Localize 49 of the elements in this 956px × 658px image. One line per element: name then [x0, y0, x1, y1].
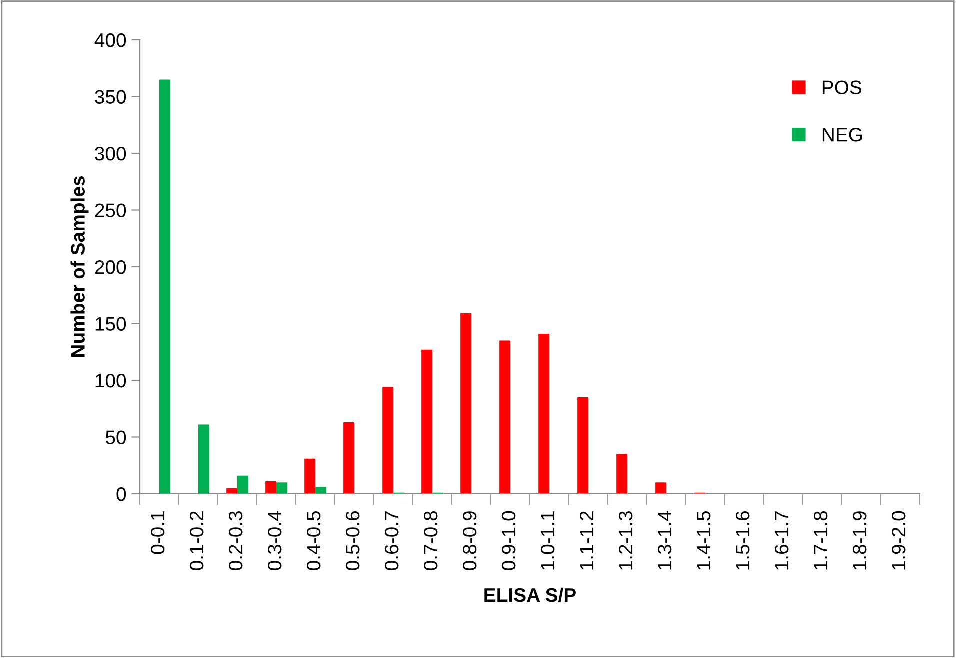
x-tick-label: 1.6-1.7 — [774, 512, 789, 570]
x-tick-label: 0.3-0.4 — [268, 511, 282, 570]
bar — [500, 340, 510, 494]
bar — [238, 476, 248, 494]
bar — [422, 350, 432, 494]
y-tick-label: 250 — [95, 204, 126, 218]
x-tick-label: 0-0.1 — [150, 512, 165, 554]
x-tick-label: 0.5-0.6 — [346, 512, 360, 570]
bar — [316, 487, 326, 494]
x-tick-label: 1.3-1.4 — [658, 511, 672, 570]
x-tick-label: 0.1-0.2 — [190, 512, 204, 570]
x-tick-label: 0.2-0.3 — [228, 512, 243, 570]
x-tick-label: 1.5-1.6 — [736, 512, 750, 570]
x-tick-label: 1.9-2.0 — [892, 511, 906, 570]
x-tick-label: 1.8-1.9 — [852, 512, 867, 570]
y-axis-title: Number of Samples — [70, 176, 89, 357]
bar — [304, 458, 316, 494]
bar — [160, 80, 170, 494]
y-tick-label: 350 — [95, 90, 126, 104]
legend-label: POS — [822, 80, 862, 94]
bar — [460, 314, 472, 494]
y-tick-label: 300 — [95, 146, 126, 161]
y-tick-label: 400 — [94, 33, 126, 48]
x-tick-label: 1.0-1.1 — [540, 512, 555, 570]
x-tick-label: 0.8-0.9 — [462, 512, 477, 570]
bar — [616, 454, 628, 494]
bar — [656, 482, 666, 494]
legend-label: NEG — [822, 128, 862, 142]
x-tick-label: 0.6-0.7 — [384, 512, 399, 570]
y-tick-label: 100 — [96, 374, 126, 388]
x-tick-label: 1.7-1.8 — [814, 512, 828, 570]
x-tick-label: 0.9-1.0 — [502, 511, 516, 570]
bar — [382, 387, 394, 494]
bar — [198, 424, 210, 494]
bar — [276, 482, 288, 494]
y-tick-label: 50 — [106, 430, 126, 444]
x-tick-label: 0.4-0.5 — [306, 511, 321, 570]
x-tick-label: 1.1-1.2 — [580, 512, 594, 570]
bar — [344, 422, 354, 494]
bar — [578, 398, 588, 494]
x-tick-label: 0.7-0.8 — [424, 512, 438, 570]
x-tick-label: 1.2-1.3 — [618, 512, 633, 570]
bar — [266, 482, 276, 494]
bar — [538, 334, 550, 494]
y-tick-label: 200 — [95, 260, 126, 274]
y-tick-label: 0 — [116, 487, 126, 502]
y-tick-label: 150 — [96, 317, 126, 331]
x-tick-label: 1.4-1.5 — [697, 511, 711, 570]
x-axis-title: ELISA S/P — [484, 588, 576, 602]
